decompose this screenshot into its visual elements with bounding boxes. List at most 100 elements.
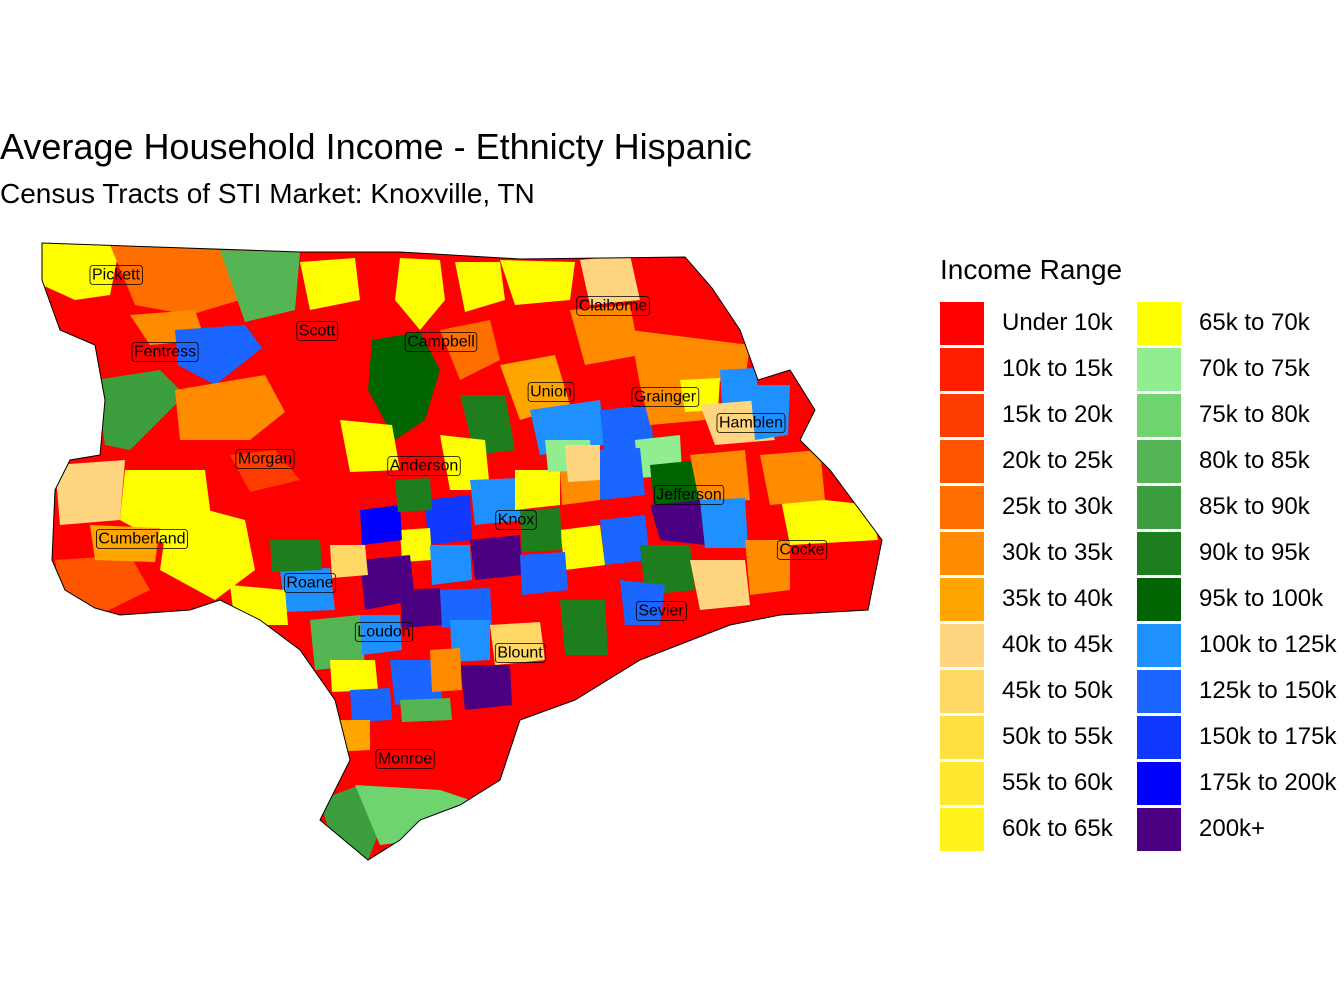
county-label-box — [284, 573, 337, 593]
tract — [390, 660, 442, 705]
legend-item: 15k to 20k — [940, 392, 1113, 438]
county-label-box — [387, 456, 461, 476]
map-title: Average Household Income - Ethnicty Hisp… — [0, 126, 752, 167]
legend-label: 55k to 60k — [1002, 769, 1113, 796]
county-label: Claiborne — [576, 296, 650, 316]
tract — [720, 368, 760, 405]
legend-item: 80k to 85k — [1137, 438, 1336, 484]
county-label-box — [354, 622, 414, 642]
tract — [470, 535, 522, 580]
county-label: Jefferson — [653, 485, 725, 505]
legend-swatch — [940, 623, 984, 667]
tract — [565, 445, 600, 482]
county-label-box — [631, 387, 700, 407]
legend-label: 175k to 200k — [1199, 769, 1337, 796]
legend-item: 50k to 55k — [940, 714, 1113, 760]
tract — [760, 450, 825, 505]
legend-item: 20k to 25k — [940, 438, 1113, 484]
legend-swatch — [940, 439, 984, 483]
legend-swatch — [1137, 347, 1181, 391]
tract — [700, 498, 748, 548]
county-label: Sevier — [635, 601, 687, 621]
legend-label: 70k to 75k — [1199, 355, 1310, 382]
legend-swatch — [940, 669, 984, 713]
legend-item: 100k to 125k — [1137, 622, 1336, 668]
legend-label: 15k to 20k — [1002, 401, 1113, 428]
legend-swatch — [940, 301, 984, 345]
legend-item: 10k to 15k — [940, 346, 1113, 392]
legend-item: 70k to 75k — [1137, 346, 1336, 392]
county-label-text: Roane — [286, 575, 333, 592]
legend-item: 85k to 90k — [1137, 484, 1336, 530]
tract — [580, 255, 640, 305]
tract — [620, 580, 665, 625]
legend-label: 45k to 50k — [1002, 677, 1113, 704]
county-label-text: Morgan — [238, 451, 292, 468]
tract — [300, 258, 360, 310]
tract — [280, 568, 335, 612]
legend-label: 30k to 35k — [1002, 539, 1113, 566]
county-label-text: Grainger — [634, 389, 697, 406]
legend-swatch — [940, 577, 984, 621]
legend-label: 40k to 45k — [1002, 631, 1113, 658]
tract — [330, 660, 378, 692]
county-label-box — [89, 265, 143, 285]
region-outline — [41, 242, 883, 861]
legend-swatch — [1137, 393, 1181, 437]
legend-label: 10k to 15k — [1002, 355, 1113, 382]
legend-item: 175k to 200k — [1137, 760, 1336, 806]
legend-swatch — [940, 531, 984, 575]
tract — [175, 375, 285, 440]
county-label: Pickett — [89, 265, 143, 285]
tract — [600, 515, 650, 565]
tract — [455, 262, 505, 312]
legend-item: 90k to 95k — [1137, 530, 1336, 576]
county-label-text: Campbell — [407, 334, 475, 351]
legend-label: 20k to 25k — [1002, 447, 1113, 474]
tract — [175, 325, 262, 385]
county-label-text: Sevier — [638, 603, 684, 620]
county-label: Grainger — [631, 387, 700, 407]
legend-swatch — [940, 347, 984, 391]
tract — [95, 370, 185, 450]
county-label-text: Scott — [299, 323, 336, 340]
legend-label: 95k to 100k — [1199, 585, 1324, 612]
county-label-box — [296, 321, 339, 341]
legend-swatch — [940, 715, 984, 759]
county-label-text: Blount — [497, 645, 543, 662]
tract — [460, 665, 512, 710]
tract — [355, 785, 470, 845]
county-label-box — [404, 332, 478, 352]
tract — [520, 508, 562, 552]
legend-swatch — [1137, 531, 1181, 575]
county-label: Roane — [284, 573, 337, 593]
tract — [470, 478, 525, 525]
county-label-text: Knox — [498, 512, 534, 529]
legend-swatch — [1137, 623, 1181, 667]
county-label-box — [495, 510, 537, 530]
tract — [90, 525, 160, 562]
legend-column: 65k to 70k 70k to 75k 75k to 80k 80k to 85k… — [1137, 300, 1336, 852]
tract — [560, 600, 608, 655]
legend-swatch — [1137, 669, 1181, 713]
tract — [270, 540, 322, 572]
tract — [440, 320, 500, 380]
legend-label: 50k to 55k — [1002, 723, 1113, 750]
tract — [690, 560, 750, 610]
legend-label: 90k to 95k — [1199, 539, 1310, 566]
legend-swatch — [1137, 807, 1181, 851]
tract — [500, 260, 575, 305]
legend-label: Under 10k — [1002, 309, 1113, 336]
tract — [650, 500, 705, 545]
tract — [350, 688, 392, 722]
legend-item: 55k to 60k — [940, 760, 1113, 806]
tract — [440, 435, 490, 490]
county-label-box — [716, 413, 786, 433]
county-label-text: Pickett — [92, 267, 141, 284]
legend-item: 95k to 100k — [1137, 576, 1336, 622]
legend-item: 25k to 30k — [940, 484, 1113, 530]
legend-label: 100k to 125k — [1199, 631, 1337, 658]
county-label-box — [527, 382, 575, 402]
county-label-box — [96, 529, 188, 549]
county-label: Campbell — [404, 332, 478, 352]
